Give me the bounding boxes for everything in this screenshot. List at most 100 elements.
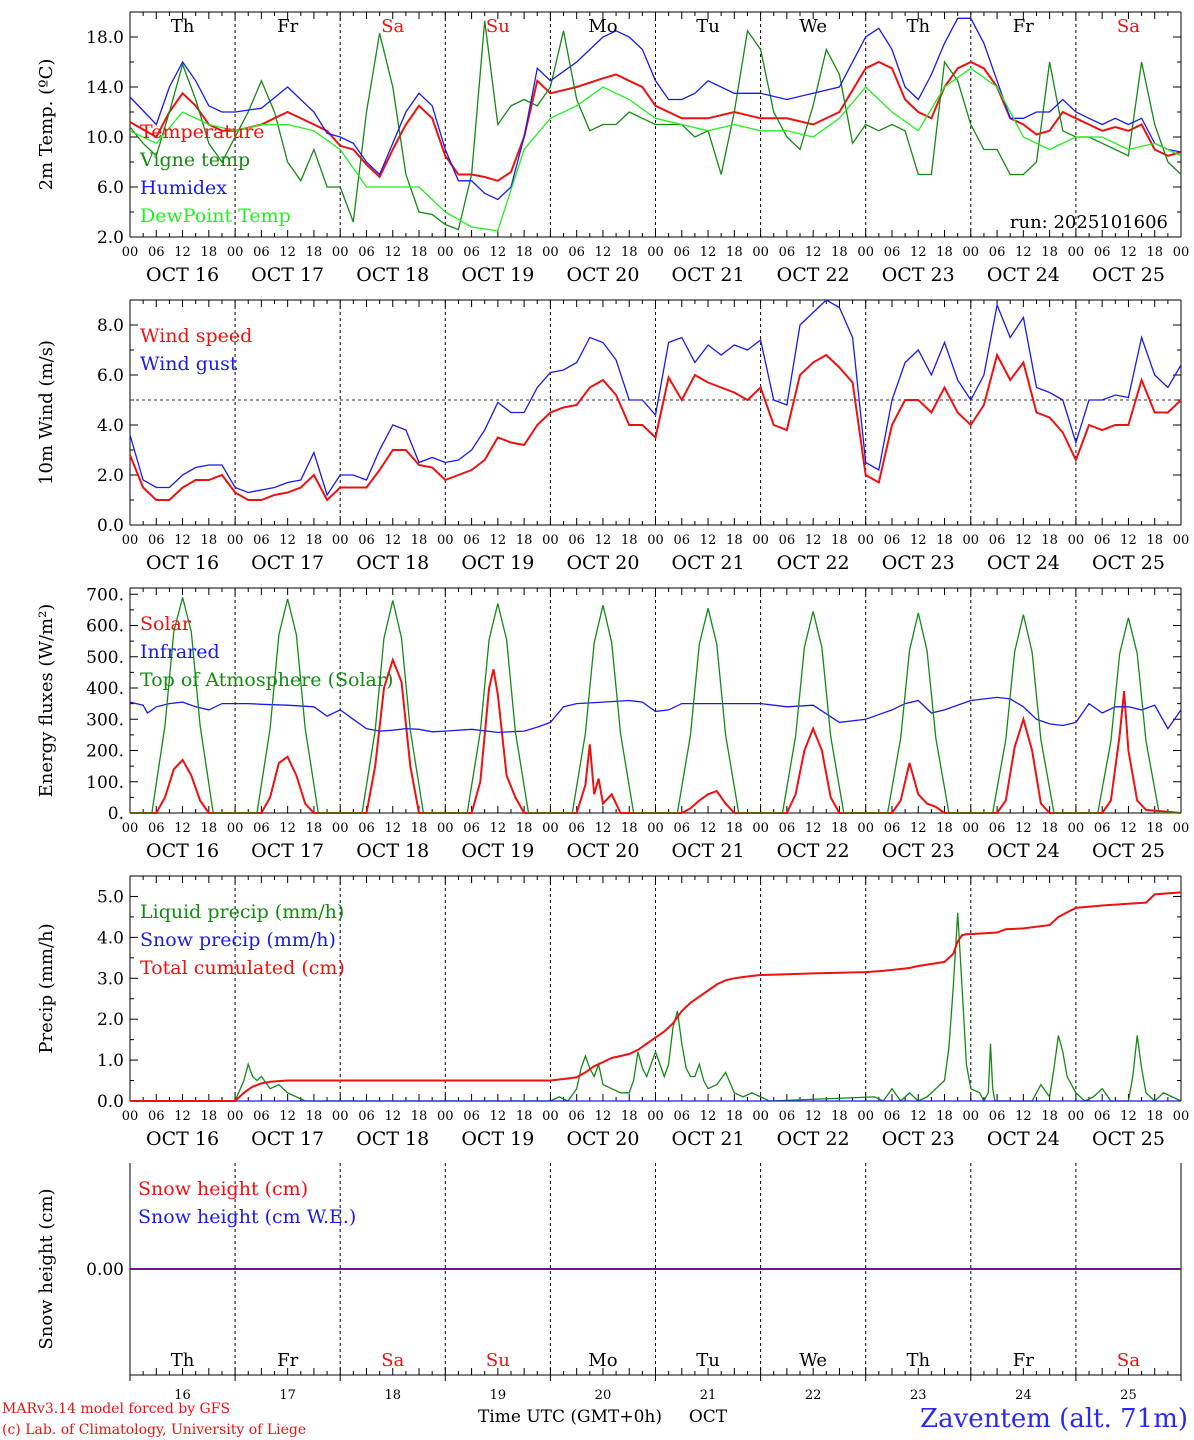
- weekday-label: Th: [171, 16, 195, 37]
- hour-tick-label: 00: [332, 821, 349, 836]
- hour-tick-label: 18: [1041, 821, 1058, 836]
- date-label: OCT 18: [356, 264, 429, 286]
- hour-tick-label: 00: [1173, 245, 1190, 260]
- hour-tick-label: 18: [621, 1109, 638, 1124]
- hour-tick-label: 18: [516, 245, 533, 260]
- credit-line-1: MARv3.14 model forced by GFS: [2, 1401, 230, 1417]
- hour-tick-label: 00: [1068, 821, 1085, 836]
- weekday-label: Fr: [277, 1350, 298, 1371]
- date-label: OCT 25: [1092, 264, 1165, 286]
- series-line-wind-gust: [129, 299, 1182, 497]
- date-label: OCT 23: [882, 552, 955, 574]
- hour-tick-label: 18: [411, 1109, 428, 1124]
- date-label: OCT 22: [777, 552, 850, 574]
- y-tick-label: 700.: [86, 585, 124, 605]
- hour-tick-label: 18: [201, 533, 218, 548]
- hour-tick-label: 00: [437, 533, 454, 548]
- hour-tick-label: 12: [279, 821, 296, 836]
- month-label: OCT: [689, 1407, 728, 1427]
- hour-tick-label: 00: [227, 245, 244, 260]
- hour-tick-label: 12: [279, 533, 296, 548]
- date-label: OCT 23: [882, 264, 955, 286]
- weekday-label: Fr: [1013, 1350, 1034, 1371]
- hour-tick-label: 18: [306, 245, 323, 260]
- hour-tick-label: 18: [621, 533, 638, 548]
- weekday-label: Th: [171, 1350, 195, 1371]
- y-axis-label: Precip (mm/h): [36, 923, 57, 1053]
- hour-tick-label: 12: [1015, 533, 1032, 548]
- hour-tick-label: 00: [857, 533, 874, 548]
- hour-tick-label: 12: [805, 245, 822, 260]
- date-label: OCT 21: [672, 264, 745, 286]
- day-number-label: 19: [490, 1388, 507, 1403]
- hour-tick-label: 06: [989, 245, 1006, 260]
- hour-tick-label: 00: [542, 533, 559, 548]
- weekday-label: We: [799, 16, 827, 37]
- hour-tick-label: 18: [726, 1109, 743, 1124]
- hour-tick-label: 12: [174, 821, 191, 836]
- hour-tick-label: 18: [1041, 1109, 1058, 1124]
- date-label: OCT 21: [672, 840, 745, 862]
- date-label: OCT 19: [461, 264, 534, 286]
- y-tick-label: 3.0: [97, 969, 124, 989]
- hour-tick-label: 12: [1015, 821, 1032, 836]
- hour-tick-label: 18: [1041, 245, 1058, 260]
- date-label: OCT 20: [566, 1128, 639, 1150]
- hour-tick-label: 06: [779, 533, 796, 548]
- hour-tick-label: 18: [306, 533, 323, 548]
- day-number-label: 20: [595, 1388, 612, 1403]
- hour-tick-label: 18: [411, 245, 428, 260]
- credit-line-2: (c) Lab. of Climatology, University of L…: [2, 1422, 306, 1438]
- temp-panel: 2.0 6.0 10.0 14.0 18.0 2m Temp. (ºC) Temperatu…: [36, 11, 1190, 286]
- hour-tick-label: 06: [568, 533, 585, 548]
- hour-tick-label: 12: [1015, 1109, 1032, 1124]
- day-number-label: 22: [805, 1388, 822, 1403]
- hour-tick-label: 18: [831, 1109, 848, 1124]
- hour-tick-label: 06: [148, 533, 165, 548]
- hour-tick-label: 12: [384, 533, 401, 548]
- hour-tick-label: 00: [1068, 533, 1085, 548]
- weekday-label: Mo: [588, 16, 617, 37]
- y-tick-label: 1.0: [97, 1051, 124, 1071]
- y-tick-label: 0.0: [97, 516, 124, 536]
- hour-tick-label: 12: [174, 245, 191, 260]
- date-label: OCT 20: [566, 552, 639, 574]
- hour-tick-label: 18: [1146, 245, 1163, 260]
- y-tick-label: 300.: [86, 710, 124, 730]
- hour-tick-label: 06: [148, 821, 165, 836]
- hour-tick-label: 18: [621, 821, 638, 836]
- series-line-liquid-precip-mm-h: [130, 912, 1182, 1103]
- hour-tick-label: 00: [647, 821, 664, 836]
- hour-tick-label: 06: [884, 245, 901, 260]
- weekday-label: Sa: [1117, 16, 1140, 37]
- y-tick-label: 18.0: [86, 28, 124, 48]
- hour-tick-label: 18: [1146, 533, 1163, 548]
- hour-tick-label: 12: [595, 821, 612, 836]
- y-tick-label: 6.0: [97, 178, 124, 198]
- hour-tick-label: 06: [358, 821, 375, 836]
- hour-tick-label: 06: [463, 245, 480, 260]
- hour-tick-label: 00: [542, 1109, 559, 1124]
- hour-tick-label: 00: [963, 1109, 980, 1124]
- date-label: OCT 19: [461, 552, 534, 574]
- hour-tick-label: 12: [490, 1109, 507, 1124]
- y-tick-label: 0.0: [97, 1092, 124, 1112]
- hour-tick-label: 18: [516, 821, 533, 836]
- date-label: OCT 24: [987, 840, 1060, 862]
- date-label: OCT 17: [251, 264, 324, 286]
- date-label: OCT 22: [777, 264, 850, 286]
- flux-panel: 0. 100. 200. 300. 400. 500. 600. 700. Energy flu…: [36, 585, 1189, 862]
- date-label: OCT 17: [251, 840, 324, 862]
- hour-tick-label: 12: [490, 821, 507, 836]
- y-tick-label: 2.0: [97, 466, 124, 486]
- y-tick-label: 2.0: [97, 1010, 124, 1030]
- hour-tick-label: 18: [1146, 1109, 1163, 1124]
- date-label: OCT 20: [566, 840, 639, 862]
- hour-tick-label: 12: [805, 821, 822, 836]
- hour-tick-label: 12: [1120, 821, 1137, 836]
- hour-tick-label: 06: [358, 533, 375, 548]
- y-axis-label: Energy fluxes (W/m²): [36, 604, 57, 798]
- date-label: OCT 17: [251, 1128, 324, 1150]
- hour-tick-label: 00: [1068, 245, 1085, 260]
- hour-tick-label: 06: [568, 1109, 585, 1124]
